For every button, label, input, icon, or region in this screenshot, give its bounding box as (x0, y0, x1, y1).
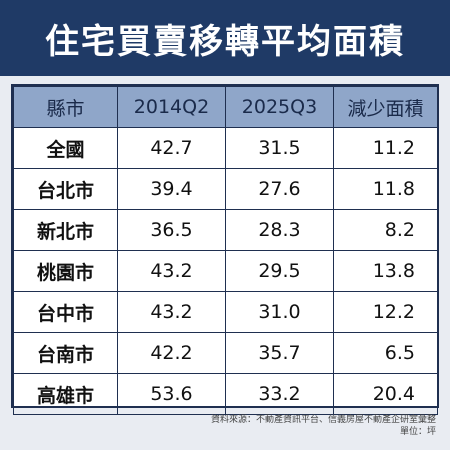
value-2025q3-cell: 27.6 (225, 168, 334, 210)
reduced-area-cell: 11.8 (333, 168, 438, 210)
region-cell: 台北市 (13, 168, 118, 210)
source-text: 資料來源：不動產資訊平台、信義房屋不動產企研室彙整 (210, 415, 436, 425)
region-cell: 高雄市 (13, 373, 118, 415)
source-note: 資料來源：不動產資訊平台、信義房屋不動產企研室彙整 單位：坪 (211, 414, 436, 438)
value-2025q3-cell: 31.5 (225, 127, 334, 169)
table-row: 台中市 43.2 31.0 12.2 (13, 291, 438, 333)
header-region: 縣市 (13, 86, 118, 128)
table-row: 台南市 42.2 35.7 6.5 (13, 332, 438, 374)
table-body: 全國 42.7 31.5 11.2 台北市 39.4 27.6 11.8 新北市 36.5 28.3… (13, 127, 438, 415)
table-row: 台北市 39.4 27.6 11.8 (13, 168, 438, 210)
header-row: 縣市 2014Q2 2025Q3 減少面積 (13, 86, 438, 128)
table-row: 全國 42.7 31.5 11.2 (13, 127, 438, 169)
region-cell: 桃園市 (13, 250, 118, 292)
value-2025q3-cell: 33.2 (225, 373, 334, 415)
reduced-area-cell: 20.4 (333, 373, 438, 415)
unit-text: 單位：坪 (399, 427, 436, 437)
header-2025q3: 2025Q3 (225, 86, 334, 128)
region-cell: 台中市 (13, 291, 118, 333)
reduced-area-cell: 13.8 (333, 250, 438, 292)
value-2025q3-cell: 28.3 (225, 209, 334, 251)
value-2014q2-cell: 42.7 (117, 127, 226, 169)
table-row: 高雄市 53.6 33.2 20.4 (13, 373, 438, 415)
reduced-area-cell: 12.2 (333, 291, 438, 333)
reduced-area-cell: 8.2 (333, 209, 438, 251)
header-reduced: 減少面積 (333, 86, 438, 128)
region-cell: 全國 (13, 127, 118, 169)
region-cell: 台南市 (13, 332, 118, 374)
table-row: 桃園市 43.2 29.5 13.8 (13, 250, 438, 292)
value-2014q2-cell: 53.6 (117, 373, 226, 415)
title-bar: 住宅買賣移轉平均面積 (0, 0, 450, 76)
value-2025q3-cell: 31.0 (225, 291, 334, 333)
header-2014q2: 2014Q2 (117, 86, 226, 128)
data-table: 縣市 2014Q2 2025Q3 減少面積 全國 42.7 31.5 11.2 台北市 3… (11, 84, 439, 415)
table-row: 新北市 36.5 28.3 8.2 (13, 209, 438, 251)
value-2025q3-cell: 35.7 (225, 332, 334, 374)
area-table: 縣市 2014Q2 2025Q3 減少面積 全國 42.7 31.5 11.2 台北市 3… (13, 86, 438, 415)
value-2014q2-cell: 36.5 (117, 209, 226, 251)
region-cell: 新北市 (13, 209, 118, 251)
value-2025q3-cell: 29.5 (225, 250, 334, 292)
value-2014q2-cell: 43.2 (117, 291, 226, 333)
reduced-area-cell: 11.2 (333, 127, 438, 169)
value-2014q2-cell: 42.2 (117, 332, 226, 374)
reduced-area-cell: 6.5 (333, 332, 438, 374)
value-2014q2-cell: 43.2 (117, 250, 226, 292)
value-2014q2-cell: 39.4 (117, 168, 226, 210)
chart-title: 住宅買賣移轉平均面積 (45, 21, 405, 62)
